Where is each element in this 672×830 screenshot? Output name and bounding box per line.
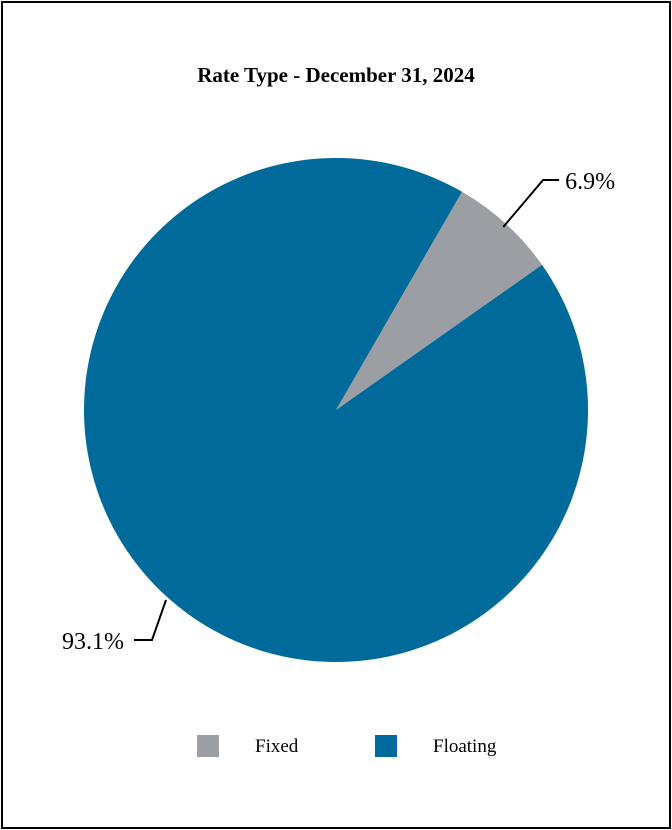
pie-slice-fixed: [336, 191, 543, 410]
pie-slice-floating: [84, 157, 588, 662]
legend-swatch-floating: [375, 735, 397, 757]
data-label-floating: 93.1%: [62, 629, 124, 655]
data-label-fixed: 6.9%: [565, 169, 615, 195]
legend-swatch-fixed: [197, 735, 219, 757]
chart-title: Rate Type - December 31, 2024: [197, 63, 475, 87]
legend-label-fixed: Fixed: [255, 736, 299, 757]
legend-label-floating: Floating: [433, 736, 497, 757]
leader-line: [134, 599, 167, 641]
leader-line: [502, 179, 560, 228]
